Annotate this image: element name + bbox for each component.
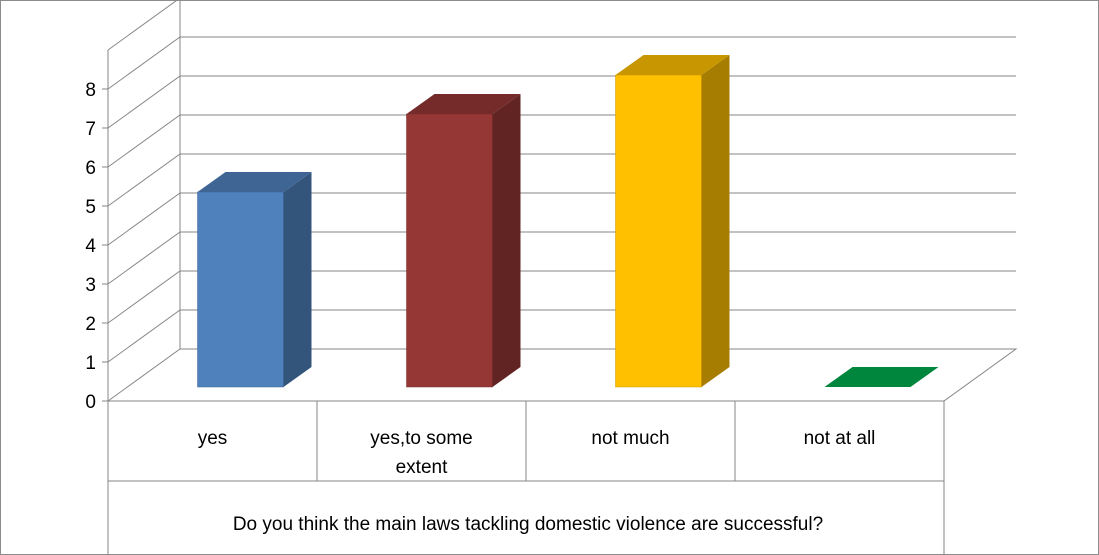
y-tick-label: 1 — [85, 353, 96, 374]
bar-side — [701, 55, 730, 387]
gridline — [107, 309, 1016, 363]
bar-side — [492, 94, 521, 387]
bar-top — [406, 94, 521, 114]
bar-4 — [824, 367, 939, 387]
bar-front — [615, 74, 702, 388]
bar-top — [197, 172, 312, 192]
bar-front — [197, 191, 284, 388]
side-wall-top-edge — [107, 0, 179, 51]
gridline — [107, 192, 1016, 246]
gridline — [107, 231, 1016, 285]
y-tick-label: 7 — [85, 119, 96, 140]
x-category-label: yes — [198, 428, 228, 449]
x-category-label: not at all — [804, 428, 876, 449]
gridline — [107, 270, 1016, 324]
floor — [106, 348, 1018, 402]
x-axis: yes yes,to some extent not much not at all — [107, 401, 945, 555]
y-tick-label: 0 — [85, 392, 96, 413]
bar-front — [406, 113, 493, 388]
y-tick-label: 5 — [85, 197, 96, 218]
x-axis-title: Do you think the main laws tackling dome… — [233, 514, 823, 535]
x-category-label: extent — [396, 457, 448, 478]
y-tick-label: 6 — [85, 158, 96, 179]
bar-side — [283, 172, 312, 387]
bar-1 — [197, 172, 312, 388]
x-category-label: not much — [591, 428, 669, 449]
y-tick-label: 8 — [85, 80, 96, 101]
gridline — [107, 75, 1016, 129]
gridline — [107, 36, 1016, 90]
y-tick-label: 4 — [85, 236, 96, 257]
bar-2 — [406, 94, 521, 388]
y-tick-label: 2 — [85, 314, 96, 335]
bar-top — [824, 367, 939, 387]
gridlines — [107, 36, 1016, 363]
gridline — [107, 153, 1016, 207]
bar-3 — [615, 55, 730, 388]
bar-top — [615, 55, 730, 75]
y-tick-label: 3 — [85, 275, 96, 296]
gridline — [107, 114, 1016, 168]
bars — [197, 55, 939, 388]
x-category-label: yes,to some — [370, 428, 472, 449]
y-axis: 0 1 2 3 4 5 6 7 8 — [85, 80, 109, 413]
